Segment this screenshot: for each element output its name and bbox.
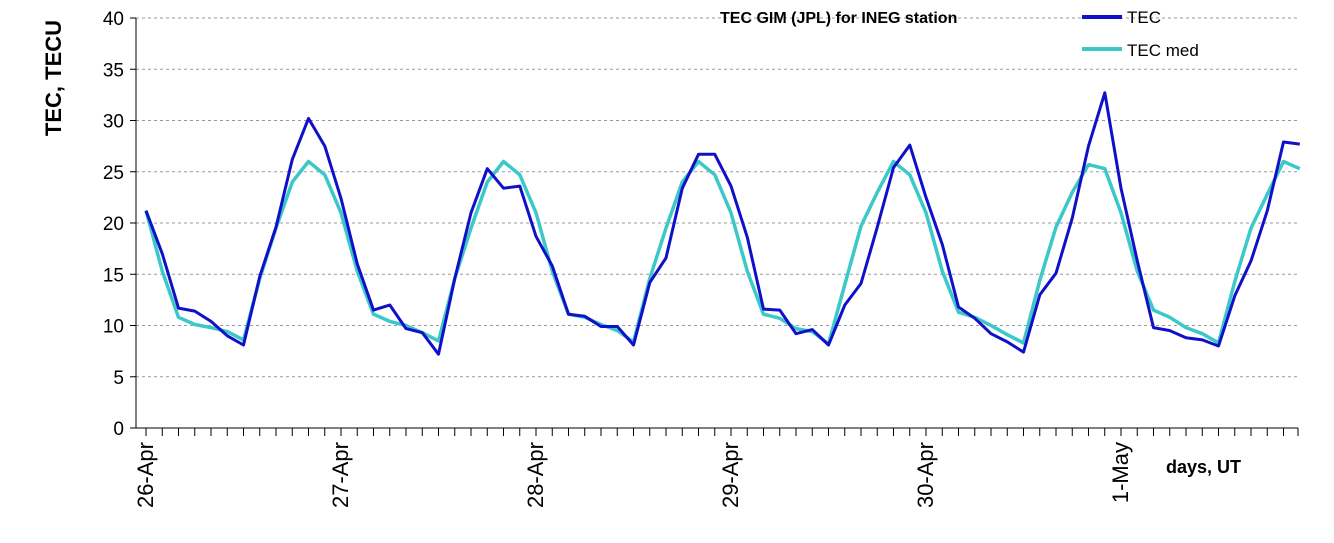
legend-label-tec-med: TEC med [1127,41,1199,60]
y-tick-label: 35 [103,60,124,81]
y-tick-label: 10 [103,317,124,338]
x-tick-label: 26-Apr [133,442,158,508]
x-tick-label: 1-May [1108,442,1133,503]
y-tick-label: 20 [103,214,124,235]
x-axis-title: days, UT [1166,457,1241,477]
y-tick-label: 25 [103,163,124,184]
y-tick-label: 40 [103,9,124,30]
x-tick-label: 29-Apr [718,442,743,508]
chart-title: TEC GIM (JPL) for INEG station [720,10,957,27]
series-line-tec-med [144,159,1301,346]
y-tick-labels: 0 5 10 15 20 25 30 35 40 [103,9,124,440]
y-tick-label: 5 [113,368,124,389]
legend: TEC TEC med [1082,8,1199,60]
x-tick-label: 30-Apr [913,442,938,508]
series-line-tec [144,91,1300,356]
series-lines [144,91,1301,356]
x-tick-label: 28-Apr [523,442,548,508]
axes [130,17,1299,436]
x-tick-labels: 26-Apr 27-Apr 28-Apr 29-Apr 30-Apr 1-May [133,442,1133,508]
y-tick-label: 0 [113,419,124,440]
y-tick-label: 30 [103,112,124,133]
legend-label-tec: TEC [1127,8,1161,27]
x-tick-label: 27-Apr [328,442,353,508]
y-axis-title: TEC, TECU [41,20,66,136]
y-tick-label: 15 [103,265,124,286]
